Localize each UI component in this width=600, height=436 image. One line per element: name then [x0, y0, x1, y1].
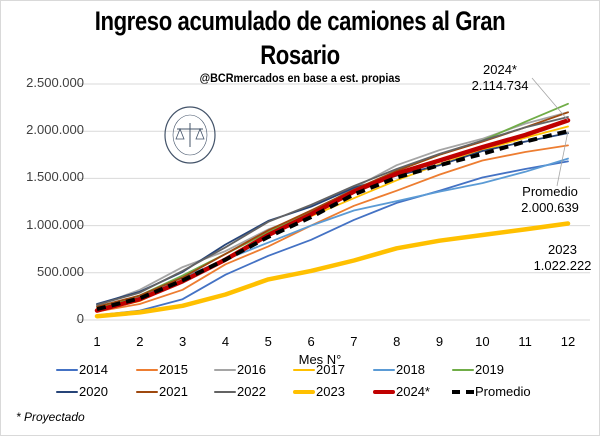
- legend-item-2014: 2014: [56, 362, 108, 377]
- series-line-2022: [96, 116, 569, 306]
- annotation-2023-label: 2023: [548, 242, 577, 257]
- x-tick-label: 7: [350, 334, 358, 349]
- legend-item-2017: 2017: [293, 362, 345, 377]
- legend-item-2024: 2024*: [373, 384, 430, 399]
- bcr-logo-watermark: [164, 106, 216, 164]
- y-tick-label: 0: [76, 311, 84, 326]
- x-tick-label: 9: [435, 334, 444, 349]
- legend-swatch: [373, 368, 395, 371]
- series-line-2014: [96, 160, 569, 317]
- series-lines: [94, 102, 571, 319]
- series-line-2023: [94, 221, 571, 319]
- y-tick-label: 2.500.000: [26, 75, 84, 90]
- x-tick-label: 10: [475, 334, 490, 349]
- x-tick-label: 3: [179, 334, 187, 349]
- annotation-2024-label: 2024*: [483, 62, 517, 77]
- annotation-2024: 2024* 2.114.734: [455, 62, 545, 94]
- legend-swatch: [452, 368, 474, 371]
- legend-label: 2022: [237, 384, 266, 399]
- legend-item-2019: 2019: [452, 362, 504, 377]
- legend-item-2015: 2015: [136, 362, 188, 377]
- x-tick-label: 1: [93, 334, 101, 349]
- legend-item-2022: 2022: [214, 384, 266, 399]
- legend-item-2018: 2018: [373, 362, 425, 377]
- series-line-promedio: [96, 129, 569, 312]
- legend-label: Promedio: [475, 384, 531, 399]
- x-tick-label: 2: [136, 334, 144, 349]
- legend-swatch: [214, 368, 236, 371]
- x-tick-label: 11: [518, 334, 532, 349]
- logo-scale-pans: [175, 127, 205, 140]
- annotation-promedio-label: Promedio: [522, 184, 578, 199]
- legend-item-2016: 2016: [214, 362, 266, 377]
- y-tick-label: 1.000.000: [26, 216, 84, 232]
- x-tick-label: 5: [264, 334, 272, 349]
- chart-title-line-1: Ingreso acumulado de camiones al Gran: [94, 6, 506, 36]
- annotation-promedio-value: 2.000.639: [521, 200, 579, 215]
- x-tick-label: 12: [560, 334, 576, 349]
- legend-swatch: [214, 390, 236, 393]
- x-tick-label: 6: [307, 334, 315, 349]
- y-tick-label: 2.000.000: [26, 122, 84, 138]
- legend-label: 2017: [316, 362, 345, 377]
- legend-label: 2023: [316, 384, 345, 399]
- legend-label: 2014: [79, 362, 108, 377]
- legend-item-2023: 2023: [293, 384, 345, 399]
- legend-swatch: [56, 390, 78, 393]
- y-tick-label: 500.000: [37, 263, 84, 279]
- legend-swatch: [293, 368, 315, 371]
- chart-title-line-2: Rosario: [260, 40, 340, 70]
- annotation-leaders: [531, 77, 569, 187]
- x-tick-label: 8: [393, 334, 401, 349]
- logo-inner-ring: [172, 114, 208, 156]
- legend-label: 2024*: [396, 384, 430, 399]
- legend-item-promedio: Promedio: [452, 384, 531, 399]
- x-axis-label: Mes N°: [298, 352, 342, 367]
- x-tick-label: 4: [221, 334, 230, 349]
- legend-swatch: [452, 389, 474, 394]
- leader-line-2024: [531, 77, 569, 121]
- legend-swatch: [293, 389, 315, 394]
- legend-swatch: [56, 368, 78, 371]
- legend-item-2021: 2021: [136, 384, 188, 399]
- legend-label: 2020: [79, 384, 108, 399]
- legend-label: 2016: [237, 362, 266, 377]
- annotation-2024-value: 2.114.734: [471, 78, 529, 93]
- legend-swatch: [136, 390, 158, 393]
- footnote: * Proyectado: [16, 410, 85, 424]
- y-tick-label: 1.500.000: [26, 169, 84, 185]
- annotation-promedio: Promedio 2.000.639: [510, 184, 590, 216]
- legend-label: 2018: [396, 362, 425, 377]
- logo-outer-ring: [164, 106, 216, 164]
- annotation-2023-value: 1.022.222: [533, 258, 592, 273]
- legend-label: 2019: [475, 362, 504, 377]
- legend-label: 2021: [159, 384, 188, 399]
- series-line-2015: [96, 144, 569, 313]
- legend-label: 2015: [159, 362, 188, 377]
- legend-item-2020: 2020: [56, 384, 108, 399]
- annotation-2023: 2023 1.022.222: [525, 242, 600, 274]
- legend-swatch: [136, 368, 158, 371]
- chart-subtitle: @BCRmercados en base a est. propias: [199, 71, 401, 85]
- leader-line-promedio: [556, 131, 569, 187]
- legend-swatch: [373, 389, 395, 394]
